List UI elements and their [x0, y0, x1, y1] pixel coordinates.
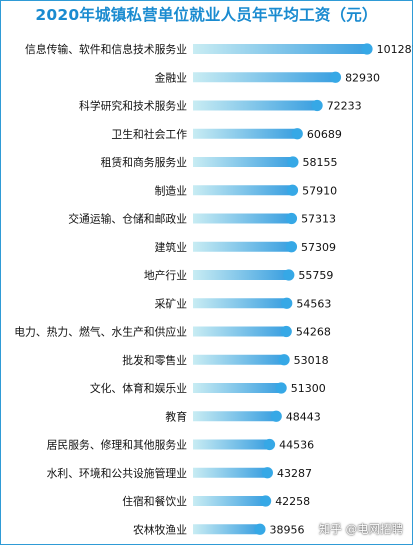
bar	[193, 496, 266, 506]
bar-end-marker	[259, 495, 272, 507]
value-label: 57313	[301, 213, 336, 226]
bar	[193, 298, 287, 309]
bar	[193, 241, 292, 252]
value-label: 44536	[279, 439, 314, 452]
category-label: 文化、体育和娱乐业	[90, 381, 187, 395]
value-label: 82930	[345, 71, 380, 84]
bar	[193, 185, 293, 196]
category-label: 批发和零售业	[122, 353, 187, 367]
value-label: 43287	[277, 467, 312, 480]
value-label: 48443	[286, 410, 321, 423]
category-label: 教育	[165, 409, 187, 423]
bar	[193, 157, 293, 167]
bar	[193, 326, 287, 337]
bar-end-marker	[287, 156, 299, 168]
bar-end-marker	[291, 128, 303, 140]
bar-end-marker	[283, 269, 295, 281]
bar	[193, 270, 289, 280]
category-label: 采矿业	[155, 297, 188, 310]
bar	[193, 128, 298, 139]
value-label: 72233	[327, 100, 362, 113]
value-label: 42258	[275, 495, 310, 508]
category-label: 交通运输、仓储和邮政业	[68, 212, 187, 226]
bar-end-marker	[263, 438, 276, 451]
bar-end-marker	[261, 467, 273, 479]
category-label: 农林牧渔业	[133, 522, 187, 536]
category-label: 电力、热力、燃气、水生产和供应业	[14, 325, 187, 339]
bar	[193, 467, 268, 478]
value-label: 55759	[298, 269, 333, 282]
bar	[193, 72, 336, 83]
value-label: 38956	[270, 523, 305, 536]
value-label: 58155	[303, 156, 338, 169]
bar-end-marker	[361, 43, 373, 55]
bar-chart: 信息传输、软件和信息技术服务业 101281 金融业 82930 科学研究和技术服务业 7…	[14, 42, 413, 536]
bar-end-marker	[254, 523, 266, 535]
bar	[193, 411, 277, 422]
chart-title: 2020年城镇私营单位就业人员年平均工资（元）	[35, 6, 378, 24]
value-label: 53018	[294, 354, 329, 367]
bar-end-marker	[281, 297, 293, 309]
category-label: 卫生和社会工作	[111, 127, 187, 141]
value-label: 54268	[296, 326, 331, 339]
value-label: 54563	[296, 297, 331, 310]
bar-end-marker	[278, 354, 290, 366]
bar	[193, 524, 260, 535]
category-label: 地产行业	[144, 268, 187, 282]
bar-end-marker	[286, 184, 299, 196]
bar	[193, 354, 285, 365]
bar-end-marker	[280, 325, 292, 338]
bar-end-marker	[329, 71, 342, 83]
bar	[193, 44, 367, 54]
category-label: 水利、环境和公共设施管理业	[47, 466, 188, 480]
bar-end-marker	[311, 99, 323, 112]
bar	[193, 439, 270, 450]
bar-end-marker	[270, 410, 282, 422]
category-label: 科学研究和技术服务业	[79, 99, 187, 113]
category-label: 制造业	[155, 183, 188, 197]
value-label: 57309	[301, 241, 336, 254]
value-label: 57910	[302, 184, 337, 197]
value-label: 101281	[377, 43, 413, 56]
bar	[193, 100, 318, 111]
bar	[193, 383, 282, 393]
watermark: 知乎 @电网招聘	[318, 522, 403, 536]
category-label: 金融业	[155, 70, 188, 84]
bar-end-marker	[285, 212, 298, 225]
category-label: 住宿和餐饮业	[122, 494, 187, 508]
category-label: 租赁和商务服务业	[101, 155, 188, 169]
category-label: 信息传输、软件和信息技术服务业	[25, 42, 187, 56]
value-label: 60689	[307, 128, 342, 141]
category-label: 建筑业	[155, 240, 188, 254]
bar-end-marker	[285, 241, 298, 253]
bar-end-marker	[275, 382, 287, 394]
bar	[193, 213, 292, 224]
category-label: 居民服务、修理和其他服务业	[47, 438, 188, 452]
value-label: 51300	[291, 382, 326, 395]
